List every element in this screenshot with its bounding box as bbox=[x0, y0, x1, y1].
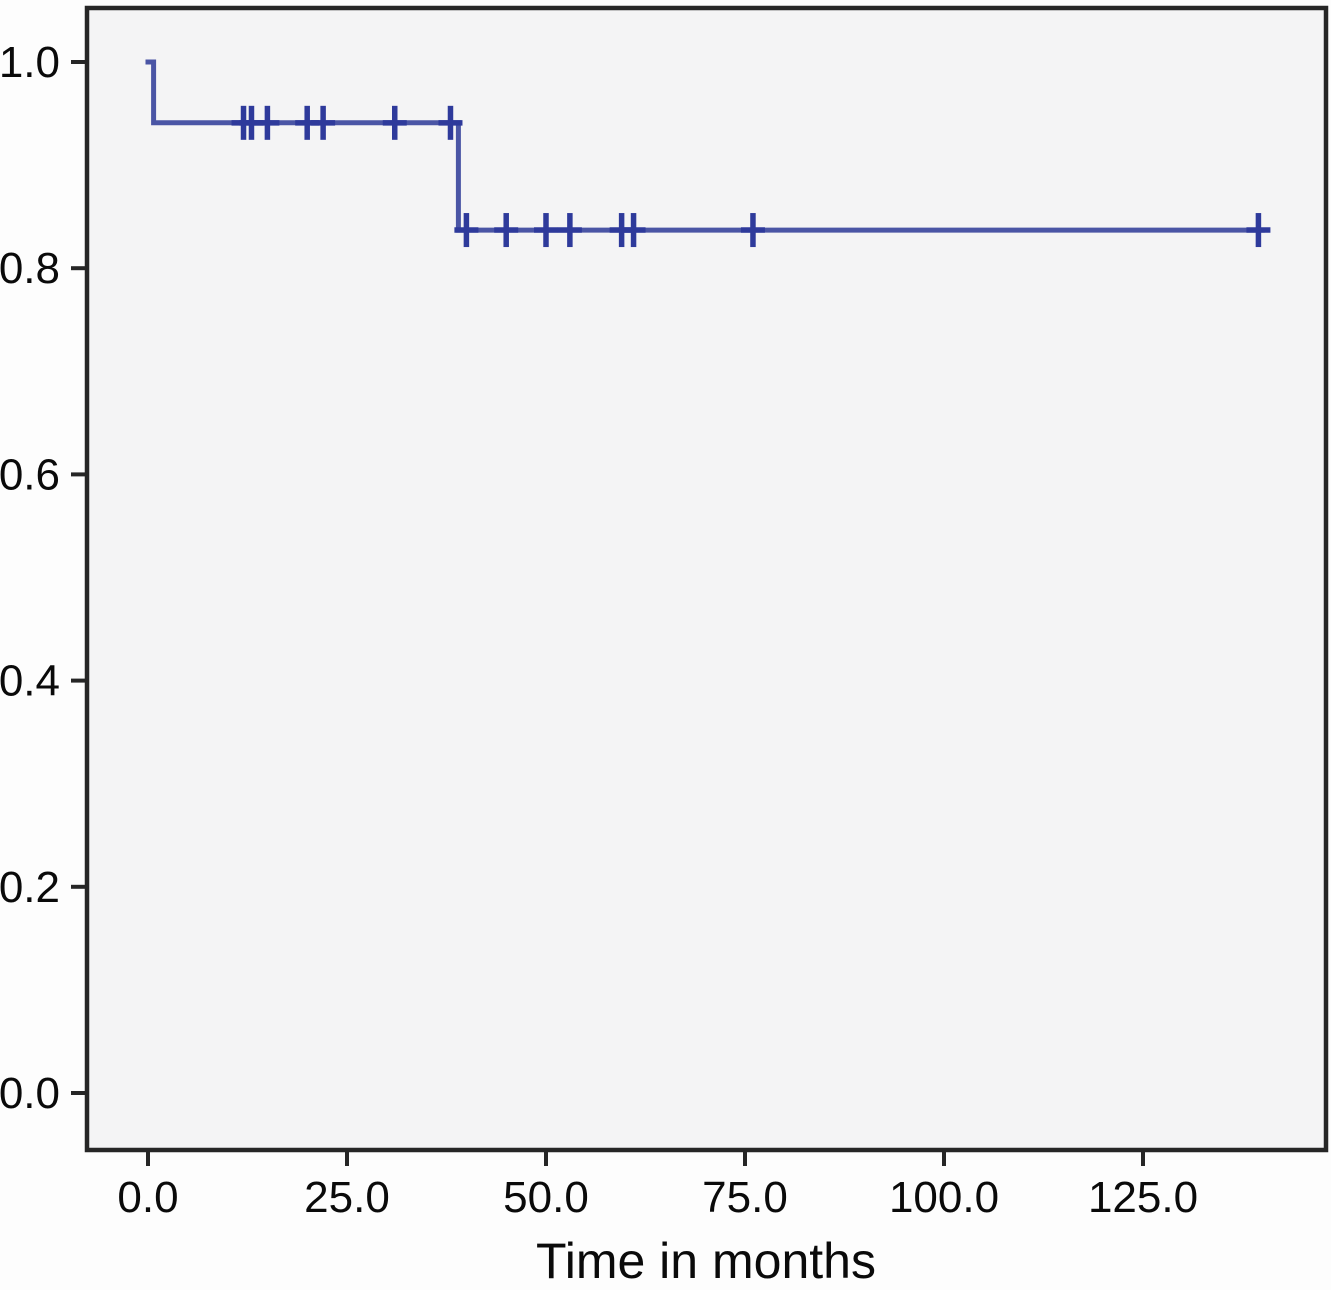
y-tick-label: 0.4 bbox=[0, 657, 60, 706]
y-tick-label: 0.6 bbox=[0, 450, 60, 499]
x-tick-label: 100.0 bbox=[889, 1173, 999, 1222]
x-tick-label: 0.0 bbox=[117, 1173, 178, 1222]
y-tick-label: 0.0 bbox=[0, 1069, 60, 1118]
y-tick-label: 0.2 bbox=[0, 863, 60, 912]
y-tick-label: 0.8 bbox=[0, 244, 60, 293]
x-tick-label: 50.0 bbox=[503, 1173, 589, 1222]
x-axis-title: Time in months bbox=[536, 1233, 876, 1289]
x-axis-ticks: 0.0 25.0 50.0 75.0 100.0 125.0 bbox=[117, 1150, 1198, 1222]
x-tick-label: 25.0 bbox=[304, 1173, 390, 1222]
x-tick-label: 75.0 bbox=[702, 1173, 788, 1222]
y-tick-label: 1.0 bbox=[0, 38, 60, 87]
plot-area bbox=[84, 5, 1329, 1153]
y-axis-ticks: 0.0 0.2 0.4 0.6 0.8 1.0 bbox=[0, 38, 87, 1118]
censor-marks bbox=[231, 105, 1271, 248]
x-tick-label: 125.0 bbox=[1088, 1173, 1198, 1222]
